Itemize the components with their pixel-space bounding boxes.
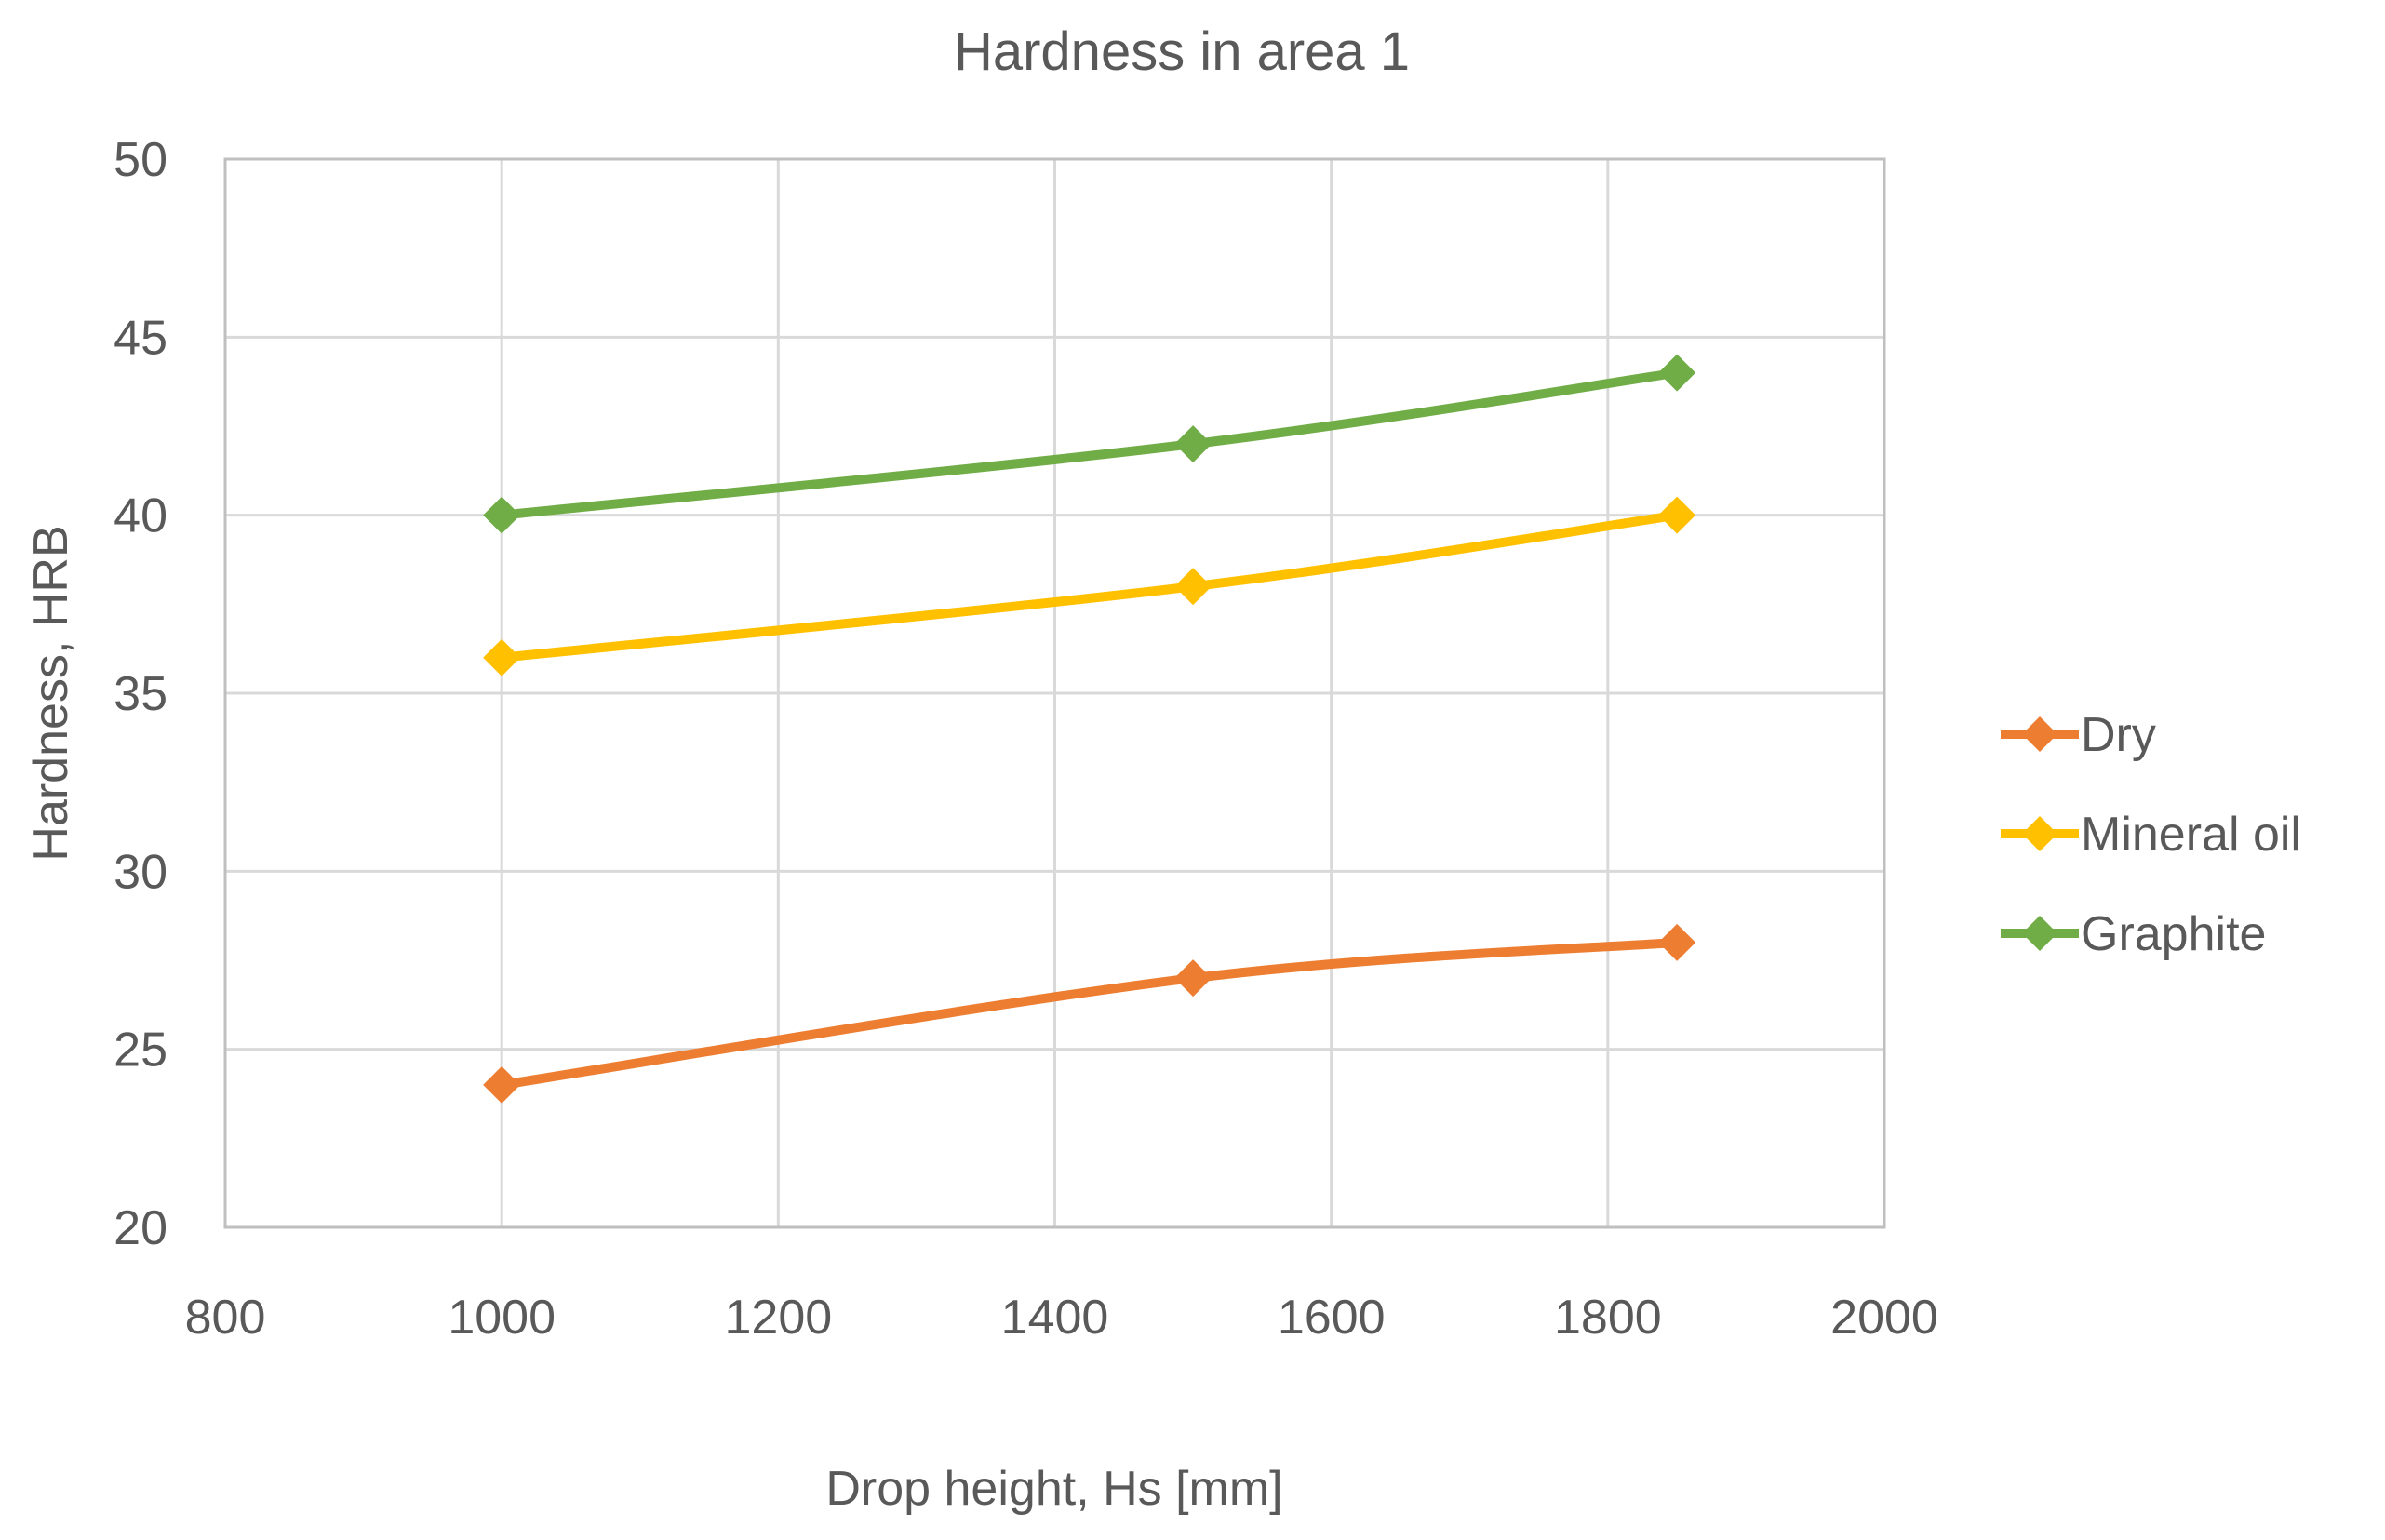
series-dry <box>483 923 1696 1104</box>
tick-labels: 20 25 30 35 40 45 50 800 1000 1200 1400 1600 1800 200… <box>114 133 1938 1345</box>
y-tick-label: 45 <box>114 311 167 365</box>
series-graphite <box>483 354 1696 534</box>
legend-item-mineral-oil: Mineral oil <box>2001 808 2301 862</box>
y-tick-label: 30 <box>114 845 167 899</box>
data-point-graphite <box>483 496 521 534</box>
data-point-mineral-oil <box>483 638 521 676</box>
y-tick-label: 40 <box>114 489 167 543</box>
y-axis-title: Hardness, HRB <box>24 525 78 861</box>
x-tick-label: 1000 <box>448 1291 556 1345</box>
series-line-dry <box>497 937 1682 1090</box>
grid-layer <box>225 159 1884 1227</box>
legend-marker-graphite <box>2022 916 2057 951</box>
x-axis-title: Drop height, Hs [mm] <box>825 1462 1282 1516</box>
legend-marker-dry <box>2022 716 2057 752</box>
x-tick-label: 800 <box>185 1291 266 1345</box>
legend-label-mineral-oil: Mineral oil <box>2081 808 2301 862</box>
data-point-dry <box>1658 923 1696 961</box>
y-tick-label: 20 <box>114 1201 167 1255</box>
legend-item-dry: Dry <box>2001 708 2156 762</box>
data-point-mineral-oil <box>1174 568 1213 606</box>
x-tick-label: 1400 <box>1001 1291 1109 1345</box>
series-layer <box>483 354 1696 1104</box>
legend-item-graphite: Graphite <box>2001 907 2266 961</box>
series-mineral-oil <box>483 496 1696 676</box>
data-point-mineral-oil <box>1658 496 1696 534</box>
x-tick-label: 1200 <box>724 1291 832 1345</box>
x-tick-label: 1600 <box>1278 1291 1386 1345</box>
data-point-dry <box>1174 959 1213 998</box>
series-line-mineral-oil <box>497 510 1682 663</box>
x-tick-label: 2000 <box>1830 1291 1938 1345</box>
y-tick-label: 50 <box>114 133 167 187</box>
data-point-graphite <box>1174 425 1213 463</box>
x-tick-label: 1800 <box>1554 1291 1662 1345</box>
plot-area-frame <box>223 157 1886 1229</box>
legend: Dry Mineral oil Graphite <box>2001 708 2301 961</box>
y-tick-label: 25 <box>114 1024 167 1078</box>
series-line-graphite <box>497 368 1682 520</box>
y-tick-label: 35 <box>114 667 167 721</box>
chart-title: Hardness in area 1 <box>954 21 1410 82</box>
data-point-dry <box>483 1065 521 1104</box>
legend-marker-mineral-oil <box>2022 816 2057 851</box>
legend-label-graphite: Graphite <box>2081 907 2266 961</box>
data-point-graphite <box>1658 354 1696 392</box>
legend-label-dry: Dry <box>2081 708 2156 762</box>
